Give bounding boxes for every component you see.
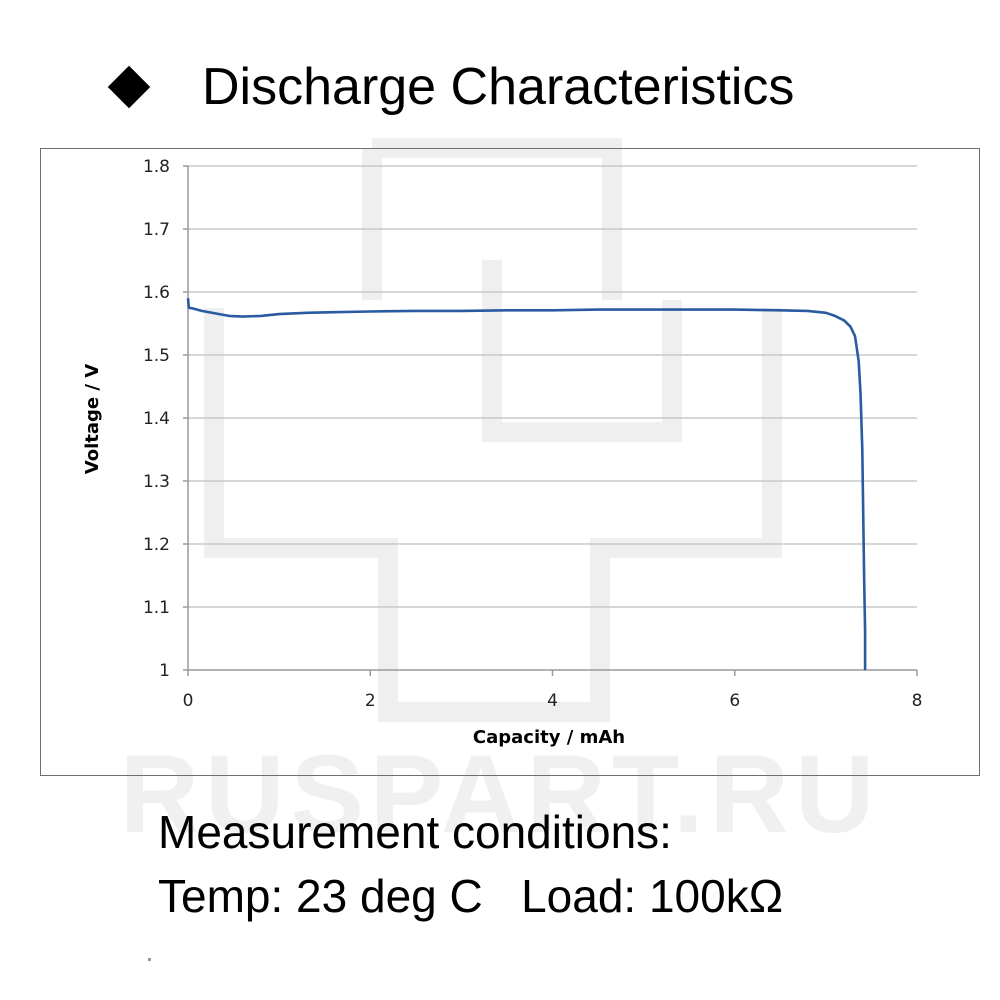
y-tick-label: 1.4 xyxy=(143,409,170,429)
chart-frame xyxy=(40,148,980,776)
header: Discharge Characteristics xyxy=(104,52,794,122)
stray-dot xyxy=(148,958,151,961)
x-tick-label: 4 xyxy=(547,691,558,711)
y-tick-label: 1.1 xyxy=(143,598,170,618)
x-tick-label: 0 xyxy=(183,691,194,711)
y-tick-label: 1.6 xyxy=(143,283,170,303)
y-tick-label: 1.5 xyxy=(143,346,170,366)
y-tick-label: 1.3 xyxy=(143,472,170,492)
x-tick-label: 2 xyxy=(365,691,376,711)
page-title: Discharge Characteristics xyxy=(202,58,795,116)
y-tick-label: 1.7 xyxy=(143,220,170,240)
x-tick-label: 6 xyxy=(729,691,740,711)
x-axis-label: Capacity / mAh xyxy=(473,727,625,748)
discharge-curve xyxy=(186,298,867,670)
y-tick-label: 1.2 xyxy=(143,535,170,555)
conditions-heading: Measurement conditions: xyxy=(158,806,672,858)
y-tick-label: 1 xyxy=(159,661,170,681)
y-axis-label: Voltage / V xyxy=(82,364,103,474)
y-tick-label: 1.8 xyxy=(143,157,170,177)
x-tick-label: 8 xyxy=(912,691,923,711)
measurement-conditions: Measurement conditions: Temp: 23 deg C L… xyxy=(158,800,783,928)
conditions-values: Temp: 23 deg C Load: 100kΩ xyxy=(158,870,784,922)
